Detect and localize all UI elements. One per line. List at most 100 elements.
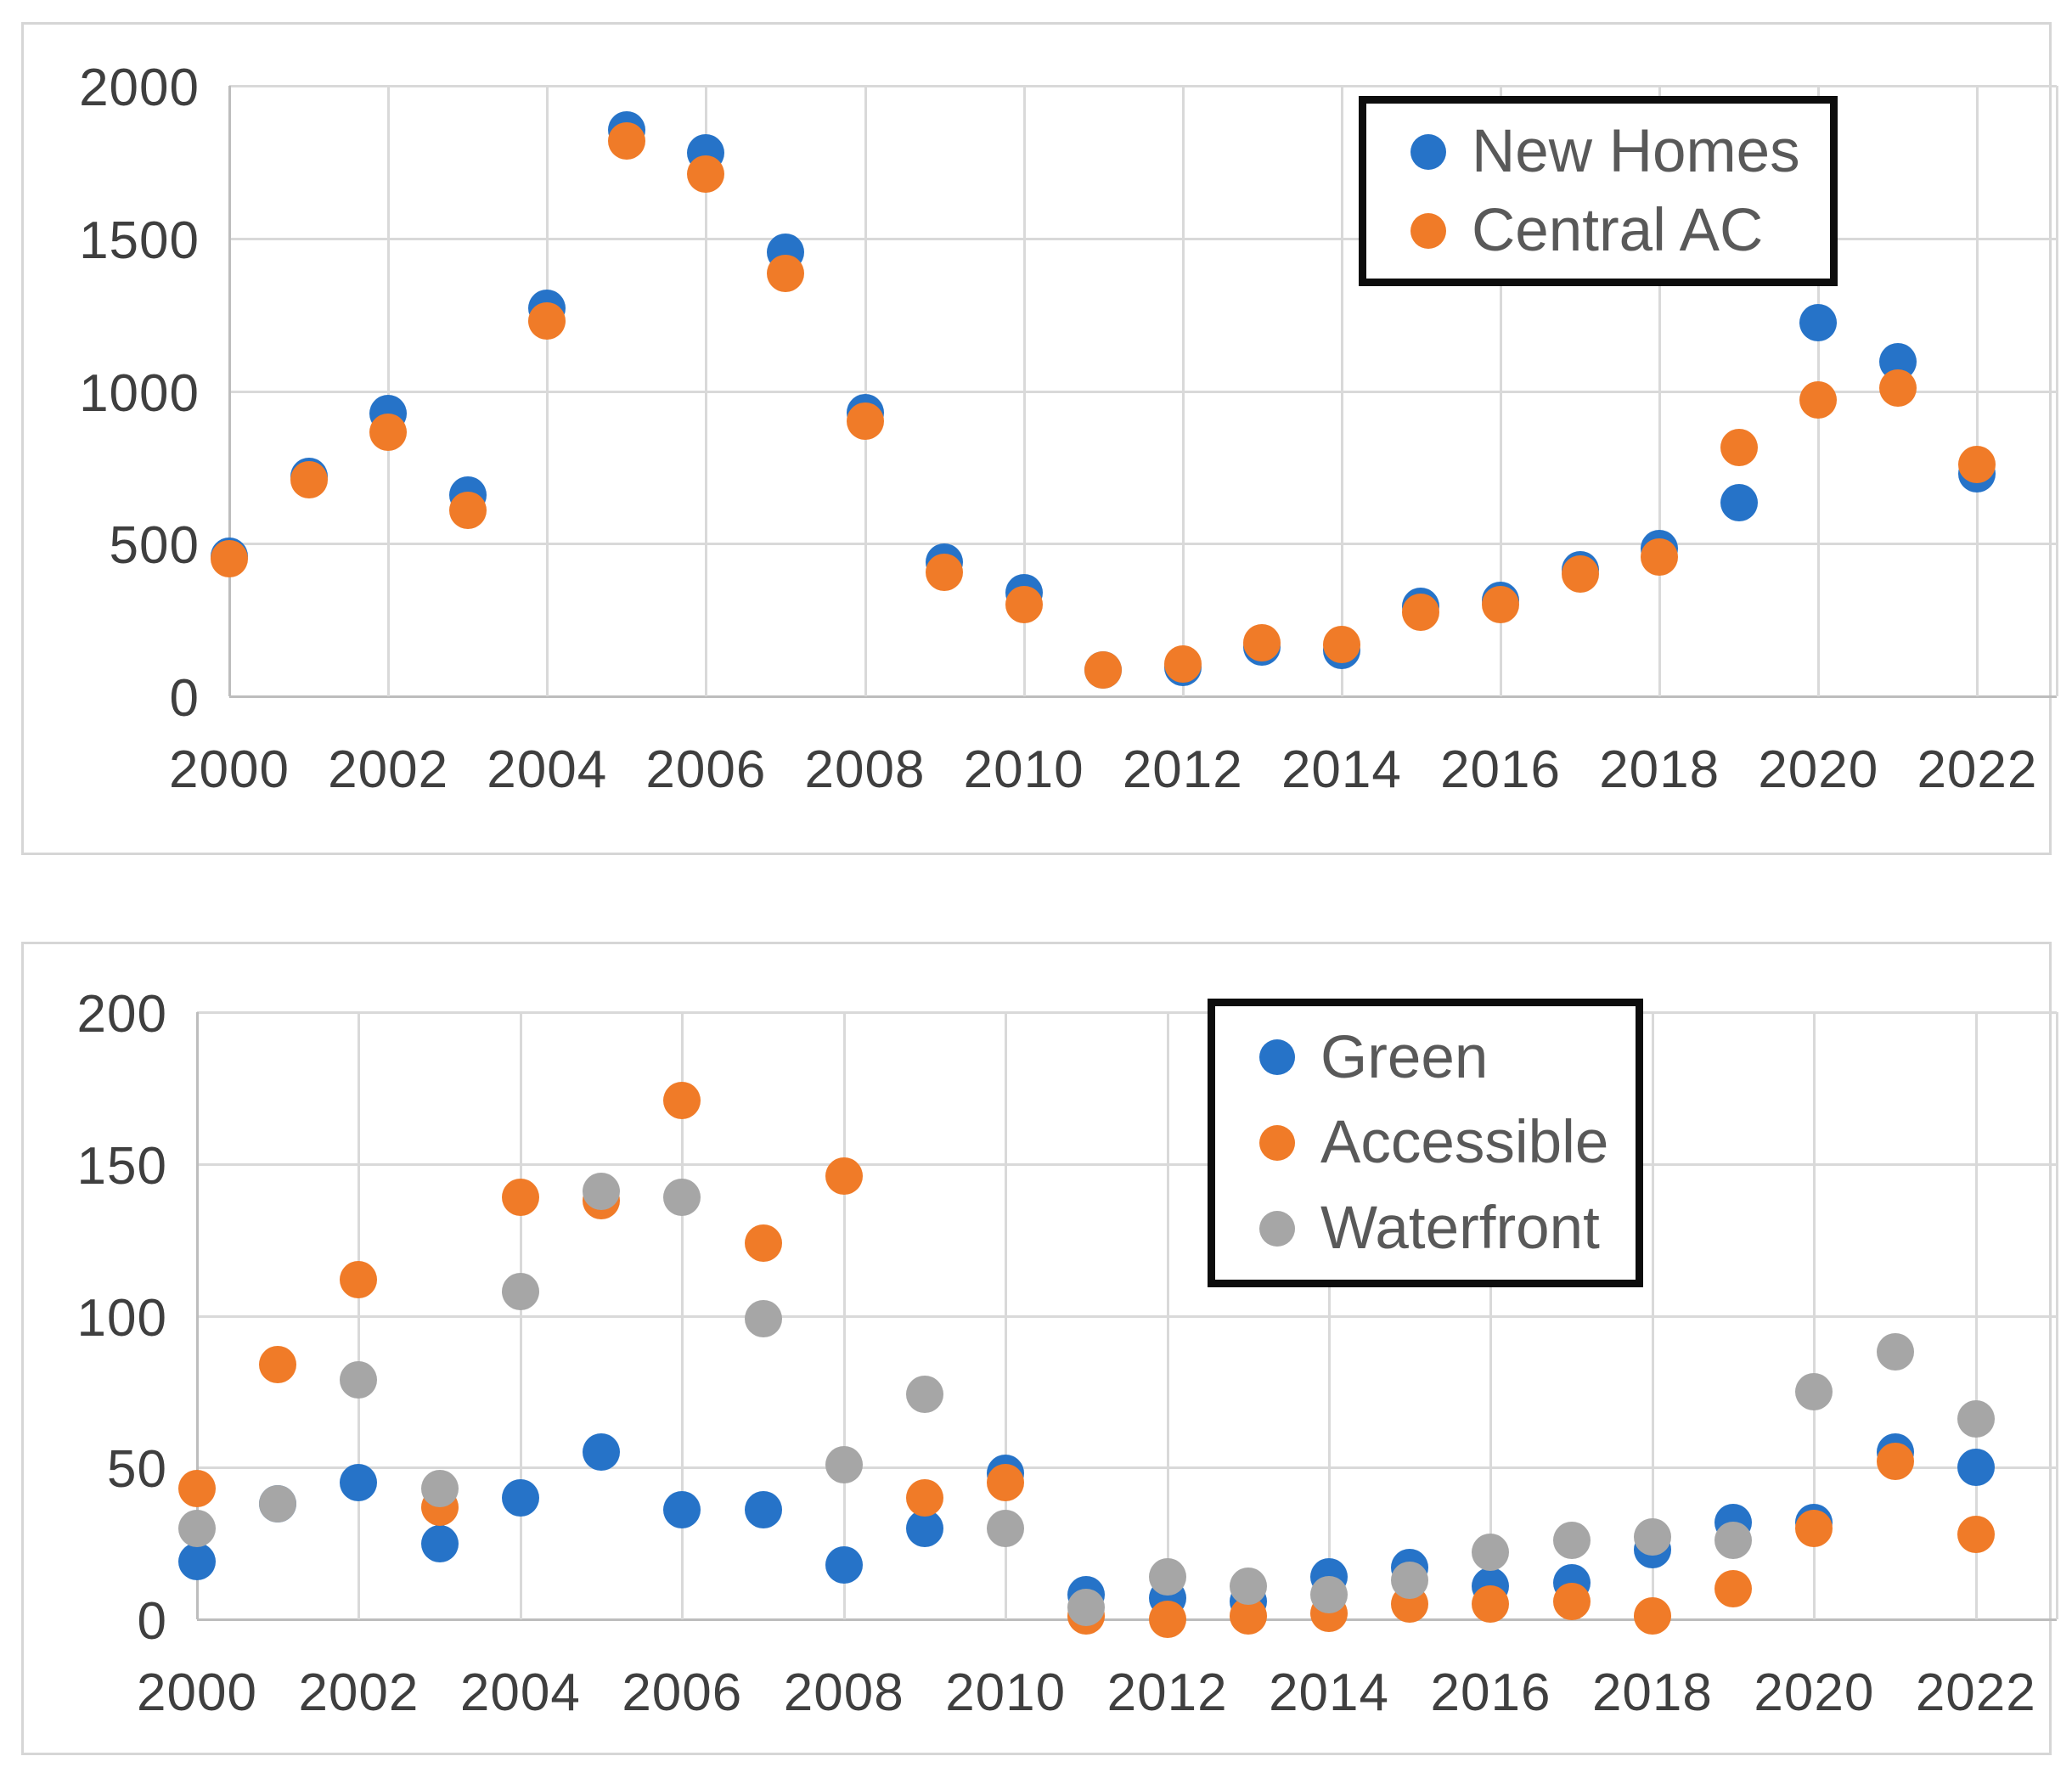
h-gridline-2000 xyxy=(229,85,2057,87)
y-tick-label: 100 xyxy=(76,1288,167,1348)
data-point-accessible-2022 xyxy=(1957,1515,1995,1553)
legend-item-waterfront: Waterfront xyxy=(1259,1198,1619,1258)
x-tick-label: 2008 xyxy=(804,740,926,799)
data-point-central-ac-2021 xyxy=(1878,369,1917,407)
legend-item-green: Green xyxy=(1259,1027,1619,1088)
legend-dot-blue-icon xyxy=(1410,133,1446,170)
x-tick-label: 2008 xyxy=(783,1663,904,1722)
data-point-central-ac-2000 xyxy=(211,540,248,578)
v-gridline-2002 xyxy=(358,1012,361,1619)
legend-dot-orange-icon xyxy=(1259,1124,1295,1161)
h-gridline-50 xyxy=(197,1466,2057,1470)
v-gridline-2008 xyxy=(864,86,867,696)
data-point-central-ac-2013 xyxy=(1243,624,1281,662)
legend-label: Accessible xyxy=(1320,1109,1609,1177)
y-tick-label: 50 xyxy=(107,1440,167,1500)
data-point-green-2000 xyxy=(178,1543,216,1581)
data-point-waterfront-2003 xyxy=(420,1470,459,1508)
data-point-waterfront-2014 xyxy=(1310,1576,1348,1614)
y-tick-label: 1500 xyxy=(79,211,200,270)
data-point-accessible-2006 xyxy=(663,1081,701,1119)
data-point-central-ac-2008 xyxy=(846,402,884,441)
v-gridline-2012 xyxy=(1181,86,1185,696)
x-tick-label: 2000 xyxy=(169,740,290,799)
data-point-new-homes-2019 xyxy=(1720,483,1758,521)
data-point-waterfront-2006 xyxy=(663,1179,701,1217)
data-point-new-homes-2020 xyxy=(1799,303,1838,341)
data-point-accessible-2002 xyxy=(340,1260,378,1298)
h-gridline-100 xyxy=(197,1314,2057,1318)
data-point-waterfront-2005 xyxy=(583,1172,621,1210)
data-point-central-ac-2004 xyxy=(528,301,566,340)
data-point-central-ac-2017 xyxy=(1561,555,1599,594)
v-gridline-2004 xyxy=(546,86,549,696)
x-tick-label: 2002 xyxy=(328,740,449,799)
v-gridline-2000 xyxy=(196,1012,199,1619)
x-tick-label: 2016 xyxy=(1440,740,1561,799)
y-tick-label: 500 xyxy=(109,516,200,576)
data-point-central-ac-2003 xyxy=(448,491,487,529)
data-point-accessible-2021 xyxy=(1876,1443,1914,1481)
legend-box: New Homes Central AC xyxy=(1359,96,1838,286)
v-gridline-2014 xyxy=(1340,86,1343,696)
v-gridline-2004 xyxy=(519,1012,522,1619)
x-tick-label: 2004 xyxy=(487,740,608,799)
x-tick-label: 2002 xyxy=(298,1663,419,1722)
v-gridline-2018 xyxy=(1651,1012,1654,1619)
data-point-central-ac-2015 xyxy=(1402,594,1440,632)
y-tick-label: 0 xyxy=(137,1592,167,1651)
x-tick-label: 2012 xyxy=(1122,740,1243,799)
h-gridline-1000 xyxy=(229,390,2057,393)
data-point-central-ac-2011 xyxy=(1084,651,1123,690)
data-point-central-ac-2022 xyxy=(1958,445,1996,483)
data-point-accessible-2016 xyxy=(1472,1585,1510,1624)
v-gridline-2020 xyxy=(1813,1012,1816,1619)
x-tick-label: 2006 xyxy=(622,1663,743,1722)
data-point-green-2007 xyxy=(744,1491,782,1529)
h-gridline-0 xyxy=(197,1618,2057,1621)
x-tick-label: 2020 xyxy=(1754,1663,1875,1722)
data-point-central-ac-2009 xyxy=(926,554,964,592)
x-tick-label: 2016 xyxy=(1430,1663,1551,1722)
data-point-waterfront-2017 xyxy=(1552,1522,1591,1560)
data-point-accessible-2007 xyxy=(744,1224,782,1262)
v-gridline-2012 xyxy=(1166,1012,1169,1619)
data-point-accessible-2004 xyxy=(501,1179,539,1217)
data-point-waterfront-2011 xyxy=(1067,1588,1106,1626)
data-point-waterfront-2012 xyxy=(1148,1557,1186,1596)
data-point-waterfront-2020 xyxy=(1795,1372,1833,1410)
data-point-central-ac-2014 xyxy=(1322,625,1360,663)
data-point-accessible-2010 xyxy=(987,1464,1025,1502)
data-point-green-2005 xyxy=(583,1433,621,1472)
legend-item-accessible: Accessible xyxy=(1259,1112,1619,1173)
data-point-central-ac-2002 xyxy=(369,414,408,452)
data-point-waterfront-2021 xyxy=(1876,1333,1914,1371)
h-gridline-0 xyxy=(229,695,2057,698)
x-tick-label: 2000 xyxy=(137,1663,257,1722)
data-point-waterfront-2010 xyxy=(987,1509,1025,1547)
v-gridline-2006 xyxy=(705,86,708,696)
data-point-accessible-2018 xyxy=(1633,1597,1671,1635)
data-point-waterfront-2008 xyxy=(825,1445,863,1483)
h-gridline-1500 xyxy=(229,237,2057,240)
v-gridline-2016 xyxy=(1500,86,1503,696)
data-point-central-ac-2001 xyxy=(290,460,328,498)
data-point-central-ac-2016 xyxy=(1482,586,1520,624)
x-tick-label: 2006 xyxy=(645,740,767,799)
data-point-waterfront-2000 xyxy=(178,1509,216,1547)
h-gridline-200 xyxy=(197,1011,2057,1014)
data-point-waterfront-2004 xyxy=(501,1272,539,1310)
data-point-central-ac-2007 xyxy=(766,255,804,293)
x-tick-label: 2014 xyxy=(1281,740,1402,799)
legend-item-new-homes: New Homes xyxy=(1410,121,1813,182)
data-point-accessible-2000 xyxy=(178,1470,216,1508)
data-point-accessible-2017 xyxy=(1552,1582,1591,1620)
v-gridline-2022 xyxy=(1976,86,1979,696)
data-point-central-ac-2020 xyxy=(1799,381,1838,419)
legend-dot-blue-icon xyxy=(1259,1039,1295,1076)
legend-label: Green xyxy=(1320,1023,1489,1091)
data-point-waterfront-2013 xyxy=(1229,1567,1267,1605)
data-point-central-ac-2010 xyxy=(1005,586,1043,624)
v-gridline-2010 xyxy=(1022,86,1026,696)
